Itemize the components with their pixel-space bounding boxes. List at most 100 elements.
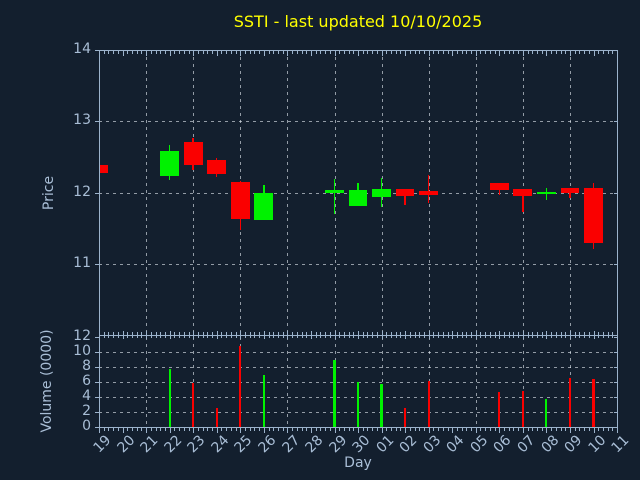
x-tick — [391, 428, 392, 431]
x-tick — [306, 428, 308, 431]
x-tick — [136, 428, 138, 431]
x-tick — [409, 332, 411, 338]
x-tick — [193, 428, 195, 433]
volume-bar-day-25 — [239, 346, 242, 427]
volume-tick-label: 10 — [73, 343, 91, 359]
x-tick — [461, 332, 463, 338]
x-tick — [174, 332, 176, 338]
x-tick-label: 30 — [349, 432, 374, 457]
x-tick-label: 24 — [208, 432, 233, 457]
gridline-vertical — [428, 50, 430, 427]
x-tick — [282, 51, 284, 54]
x-tick — [504, 332, 505, 338]
candle-body-day-07 — [513, 188, 533, 196]
x-tick — [155, 51, 157, 54]
x-tick — [127, 428, 129, 431]
x-tick — [569, 331, 571, 339]
x-tick — [367, 51, 369, 54]
gridline-vertical — [240, 50, 242, 427]
x-tick — [588, 51, 590, 54]
x-tick — [358, 51, 359, 56]
x-tick — [569, 428, 571, 433]
x-tick — [423, 332, 425, 338]
x-tick — [546, 331, 548, 339]
x-tick — [202, 332, 204, 338]
x-tick — [169, 331, 171, 339]
x-tick — [99, 51, 100, 56]
x-tick — [329, 428, 331, 431]
x-tick — [466, 332, 468, 338]
x-tick — [334, 428, 336, 433]
x-tick — [254, 51, 256, 54]
x-tick — [202, 428, 204, 431]
x-tick — [174, 51, 176, 54]
y-tick — [614, 367, 618, 369]
x-tick — [598, 332, 600, 338]
candle-body-day-01 — [372, 188, 391, 198]
x-tick — [146, 428, 148, 433]
x-tick — [282, 428, 284, 431]
x-tick — [320, 428, 322, 431]
x-tick — [320, 332, 322, 338]
y-tick — [95, 263, 99, 265]
x-tick — [141, 428, 143, 431]
volume-bar-day-23 — [192, 382, 195, 427]
x-tick — [245, 332, 246, 338]
y-tick — [614, 382, 618, 384]
x-tick — [292, 51, 294, 54]
y-tick — [614, 192, 618, 194]
bottom-spine — [99, 427, 618, 429]
x-tick — [325, 51, 326, 54]
x-tick — [353, 428, 355, 431]
volume-bar-day-08 — [545, 398, 548, 427]
x-tick-label: 23 — [184, 432, 209, 457]
x-tick — [593, 51, 595, 56]
volume-bar-day-24 — [215, 407, 218, 427]
x-tick — [419, 332, 421, 338]
x-tick — [442, 428, 444, 431]
x-tick — [113, 51, 115, 54]
x-tick — [136, 332, 138, 338]
x-tick — [536, 428, 538, 431]
x-tick — [179, 332, 181, 338]
x-tick — [358, 331, 359, 339]
x-tick — [471, 332, 472, 338]
x-tick — [268, 51, 270, 54]
x-tick — [588, 332, 590, 338]
price-tick-label: 12 — [73, 183, 91, 200]
x-tick — [466, 51, 468, 54]
x-tick — [395, 332, 397, 338]
x-tick — [263, 428, 265, 433]
x-tick — [230, 332, 232, 338]
x-tick — [348, 332, 350, 338]
x-tick — [607, 428, 609, 431]
x-tick — [560, 51, 562, 54]
x-tick — [301, 332, 303, 338]
x-tick — [386, 332, 388, 338]
x-tick — [292, 428, 294, 431]
x-tick — [499, 331, 501, 339]
top-spine — [99, 50, 618, 52]
x-tick — [160, 51, 162, 54]
y-tick — [614, 427, 618, 429]
x-tick — [456, 51, 458, 54]
x-tick — [259, 332, 261, 338]
x-tick — [188, 51, 190, 54]
x-tick — [400, 51, 402, 54]
x-tick — [381, 331, 383, 339]
x-tick — [574, 51, 576, 54]
candle-body-day-08 — [537, 191, 556, 194]
y-tick — [614, 337, 618, 339]
x-tick-label: 21 — [137, 432, 162, 457]
x-tick — [395, 428, 397, 431]
x-tick — [122, 51, 124, 56]
x-tick-label: 07 — [514, 432, 539, 457]
volume-bar-day-07 — [521, 391, 524, 427]
x-tick — [617, 428, 618, 433]
x-tick-label: 01 — [373, 432, 398, 457]
x-tick — [183, 428, 185, 431]
x-tick — [367, 428, 369, 431]
x-tick — [334, 331, 336, 339]
x-tick — [508, 332, 510, 338]
